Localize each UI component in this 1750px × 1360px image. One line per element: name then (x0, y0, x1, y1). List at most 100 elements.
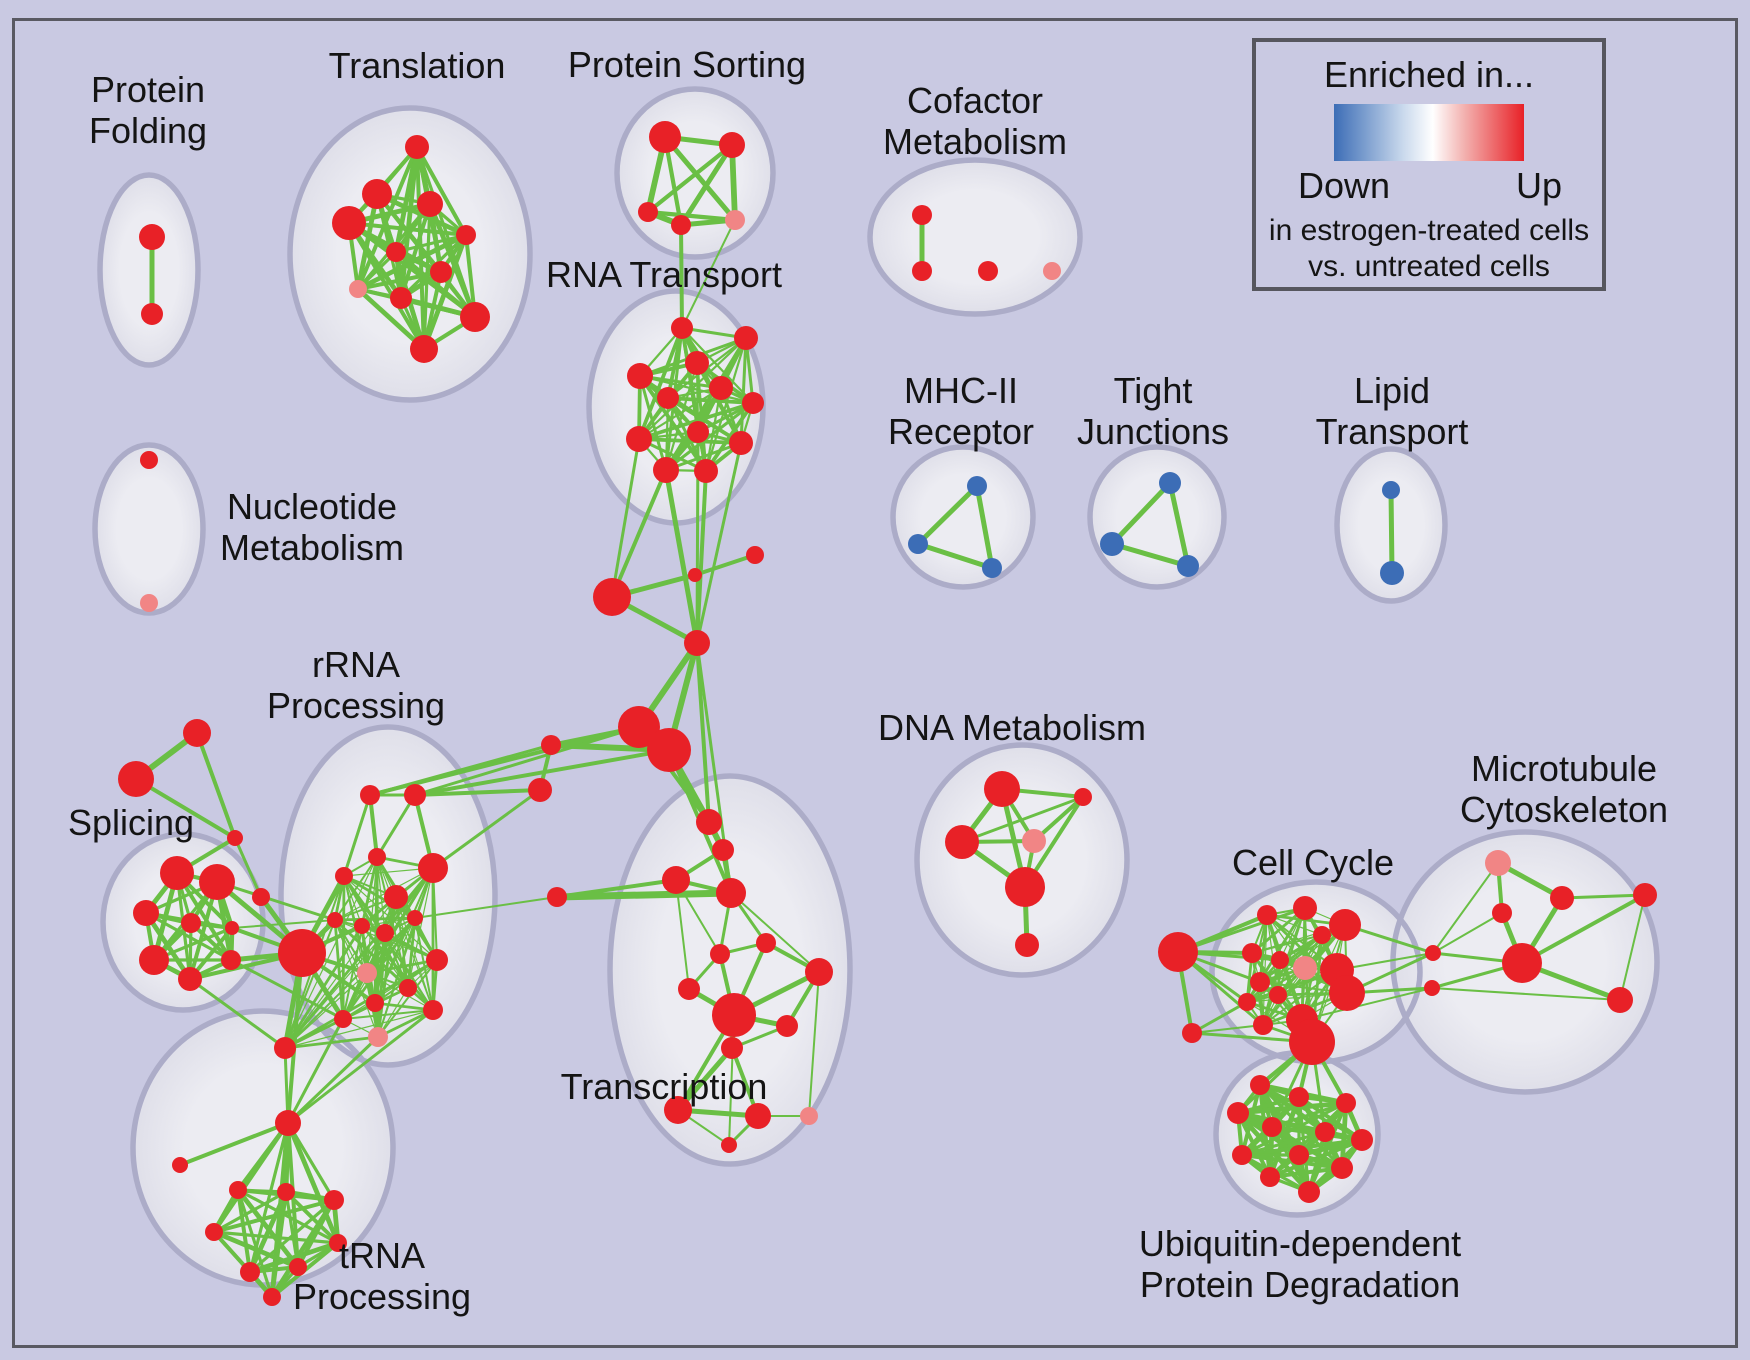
node-ub10[interactable] (1260, 1167, 1280, 1187)
node-tx8[interactable] (776, 1015, 798, 1037)
node-cc8[interactable] (1250, 972, 1270, 992)
node-cf0[interactable] (912, 205, 932, 225)
node-tx12[interactable] (800, 1107, 818, 1125)
node-tn3[interactable] (205, 1223, 223, 1241)
node-rr0[interactable] (360, 785, 380, 805)
node-rr11[interactable] (426, 949, 448, 971)
node-ub2[interactable] (1336, 1093, 1356, 1113)
node-ps2[interactable] (638, 202, 658, 222)
node-tx5[interactable] (710, 944, 730, 964)
node-ub3[interactable] (1227, 1102, 1249, 1124)
node-lp0[interactable] (1382, 481, 1400, 499)
node-cc1[interactable] (1293, 896, 1317, 920)
node-mtB[interactable] (1424, 980, 1440, 996)
node-tx3[interactable] (716, 878, 746, 908)
node-rr6[interactable] (252, 888, 270, 906)
node-pf1[interactable] (141, 303, 163, 325)
node-ub6[interactable] (1351, 1129, 1373, 1151)
node-rr14[interactable] (366, 994, 384, 1012)
node-tx11[interactable] (745, 1103, 771, 1129)
node-rr8[interactable] (354, 918, 370, 934)
node-cf3[interactable] (1043, 262, 1061, 280)
node-sp5[interactable] (139, 945, 169, 975)
node-ps3[interactable] (671, 215, 691, 235)
node-rr17[interactable] (368, 1027, 388, 1047)
node-c5[interactable] (647, 728, 691, 772)
node-rrh[interactable] (278, 929, 326, 977)
node-tl10[interactable] (410, 335, 438, 363)
node-rt8[interactable] (626, 426, 652, 452)
node-tl9[interactable] (460, 302, 490, 332)
node-rt4[interactable] (709, 376, 733, 400)
node-sp6[interactable] (178, 967, 202, 991)
node-cc6[interactable] (1293, 956, 1317, 980)
node-ccL[interactable] (1158, 932, 1198, 972)
node-ub7[interactable] (1232, 1145, 1252, 1165)
node-rr3[interactable] (335, 867, 353, 885)
node-dm4[interactable] (1005, 867, 1045, 907)
node-cc12[interactable] (1253, 1015, 1273, 1035)
node-tx9[interactable] (721, 1037, 743, 1059)
node-rt1[interactable] (734, 326, 758, 350)
node-rt11[interactable] (694, 459, 718, 483)
node-rr18[interactable] (274, 1037, 296, 1059)
node-dm5[interactable] (1015, 933, 1039, 957)
node-ub1[interactable] (1289, 1087, 1309, 1107)
node-mh1[interactable] (908, 534, 928, 554)
node-cf2[interactable] (978, 261, 998, 281)
node-sp3[interactable] (181, 913, 201, 933)
node-tn5[interactable] (240, 1262, 260, 1282)
node-tl3[interactable] (332, 206, 366, 240)
node-tl7[interactable] (349, 280, 367, 298)
node-mtA[interactable] (1425, 945, 1441, 961)
node-rr1[interactable] (404, 784, 426, 806)
node-c4[interactable] (618, 706, 660, 748)
node-cc2[interactable] (1329, 909, 1361, 941)
node-rr16[interactable] (334, 1010, 352, 1028)
node-tj0[interactable] (1159, 472, 1181, 494)
node-rr10[interactable] (407, 910, 423, 926)
node-tx13[interactable] (721, 1137, 737, 1153)
node-mt2[interactable] (1492, 903, 1512, 923)
node-dm1[interactable] (1074, 788, 1092, 806)
node-tl8[interactable] (390, 287, 412, 309)
node-cch[interactable] (1289, 1019, 1335, 1065)
node-ps1[interactable] (719, 132, 745, 158)
node-c1[interactable] (688, 568, 702, 582)
node-tl2[interactable] (417, 191, 443, 217)
node-pf0[interactable] (139, 224, 165, 250)
node-rr7[interactable] (327, 912, 343, 928)
node-ub0[interactable] (1250, 1075, 1270, 1095)
node-tn7[interactable] (263, 1288, 281, 1306)
node-c7[interactable] (528, 778, 552, 802)
node-tj2[interactable] (1177, 555, 1199, 577)
node-mh2[interactable] (982, 558, 1002, 578)
node-cc3[interactable] (1313, 926, 1331, 944)
node-sp7[interactable] (221, 950, 241, 970)
node-tx2[interactable] (662, 866, 690, 894)
node-tn2[interactable] (324, 1190, 344, 1210)
node-sp4[interactable] (225, 921, 239, 935)
node-tl4[interactable] (456, 225, 476, 245)
node-rr5[interactable] (384, 885, 408, 909)
node-dm2[interactable] (945, 825, 979, 859)
node-ub8[interactable] (1289, 1145, 1309, 1165)
node-rt2[interactable] (685, 351, 709, 375)
node-tl5[interactable] (386, 242, 406, 262)
node-ub9[interactable] (1331, 1157, 1353, 1179)
node-rt3[interactable] (627, 363, 653, 389)
node-rr15[interactable] (423, 1000, 443, 1020)
node-tx0[interactable] (696, 809, 722, 835)
node-cc5[interactable] (1271, 951, 1289, 969)
node-mh0[interactable] (967, 476, 987, 496)
node-nm0[interactable] (140, 451, 158, 469)
node-cc11[interactable] (1329, 975, 1365, 1011)
node-tl0[interactable] (405, 135, 429, 159)
node-txc[interactable] (547, 887, 567, 907)
node-ps0[interactable] (649, 121, 681, 153)
node-cc0[interactable] (1257, 905, 1277, 925)
node-ub11[interactable] (1298, 1181, 1320, 1203)
node-rr12[interactable] (357, 963, 377, 983)
node-c0[interactable] (593, 578, 631, 616)
node-mtG[interactable] (1502, 943, 1542, 983)
